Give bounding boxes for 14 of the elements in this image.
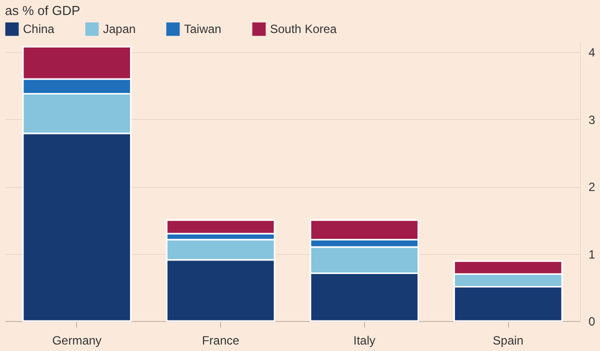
y-tick-label: 2 — [588, 180, 596, 194]
legend-label: Japan — [103, 22, 136, 36]
x-tick-label: France — [202, 334, 240, 348]
y-tick-label: 3 — [588, 112, 596, 127]
y-tick-label: 1 — [588, 247, 596, 262]
legend-label: Taiwan — [184, 22, 222, 36]
y-tick-label: 4 — [588, 46, 596, 60]
x-tick-label: Spain — [492, 334, 524, 348]
y-tick-label: 0 — [588, 314, 596, 328]
legend-label: South Korea — [270, 22, 338, 36]
chart-title: as % of GDP — [5, 3, 80, 18]
x-tick-label: Germany — [52, 334, 102, 348]
x-tick-label: Italy — [353, 334, 376, 348]
legend-label: China — [23, 22, 55, 36]
